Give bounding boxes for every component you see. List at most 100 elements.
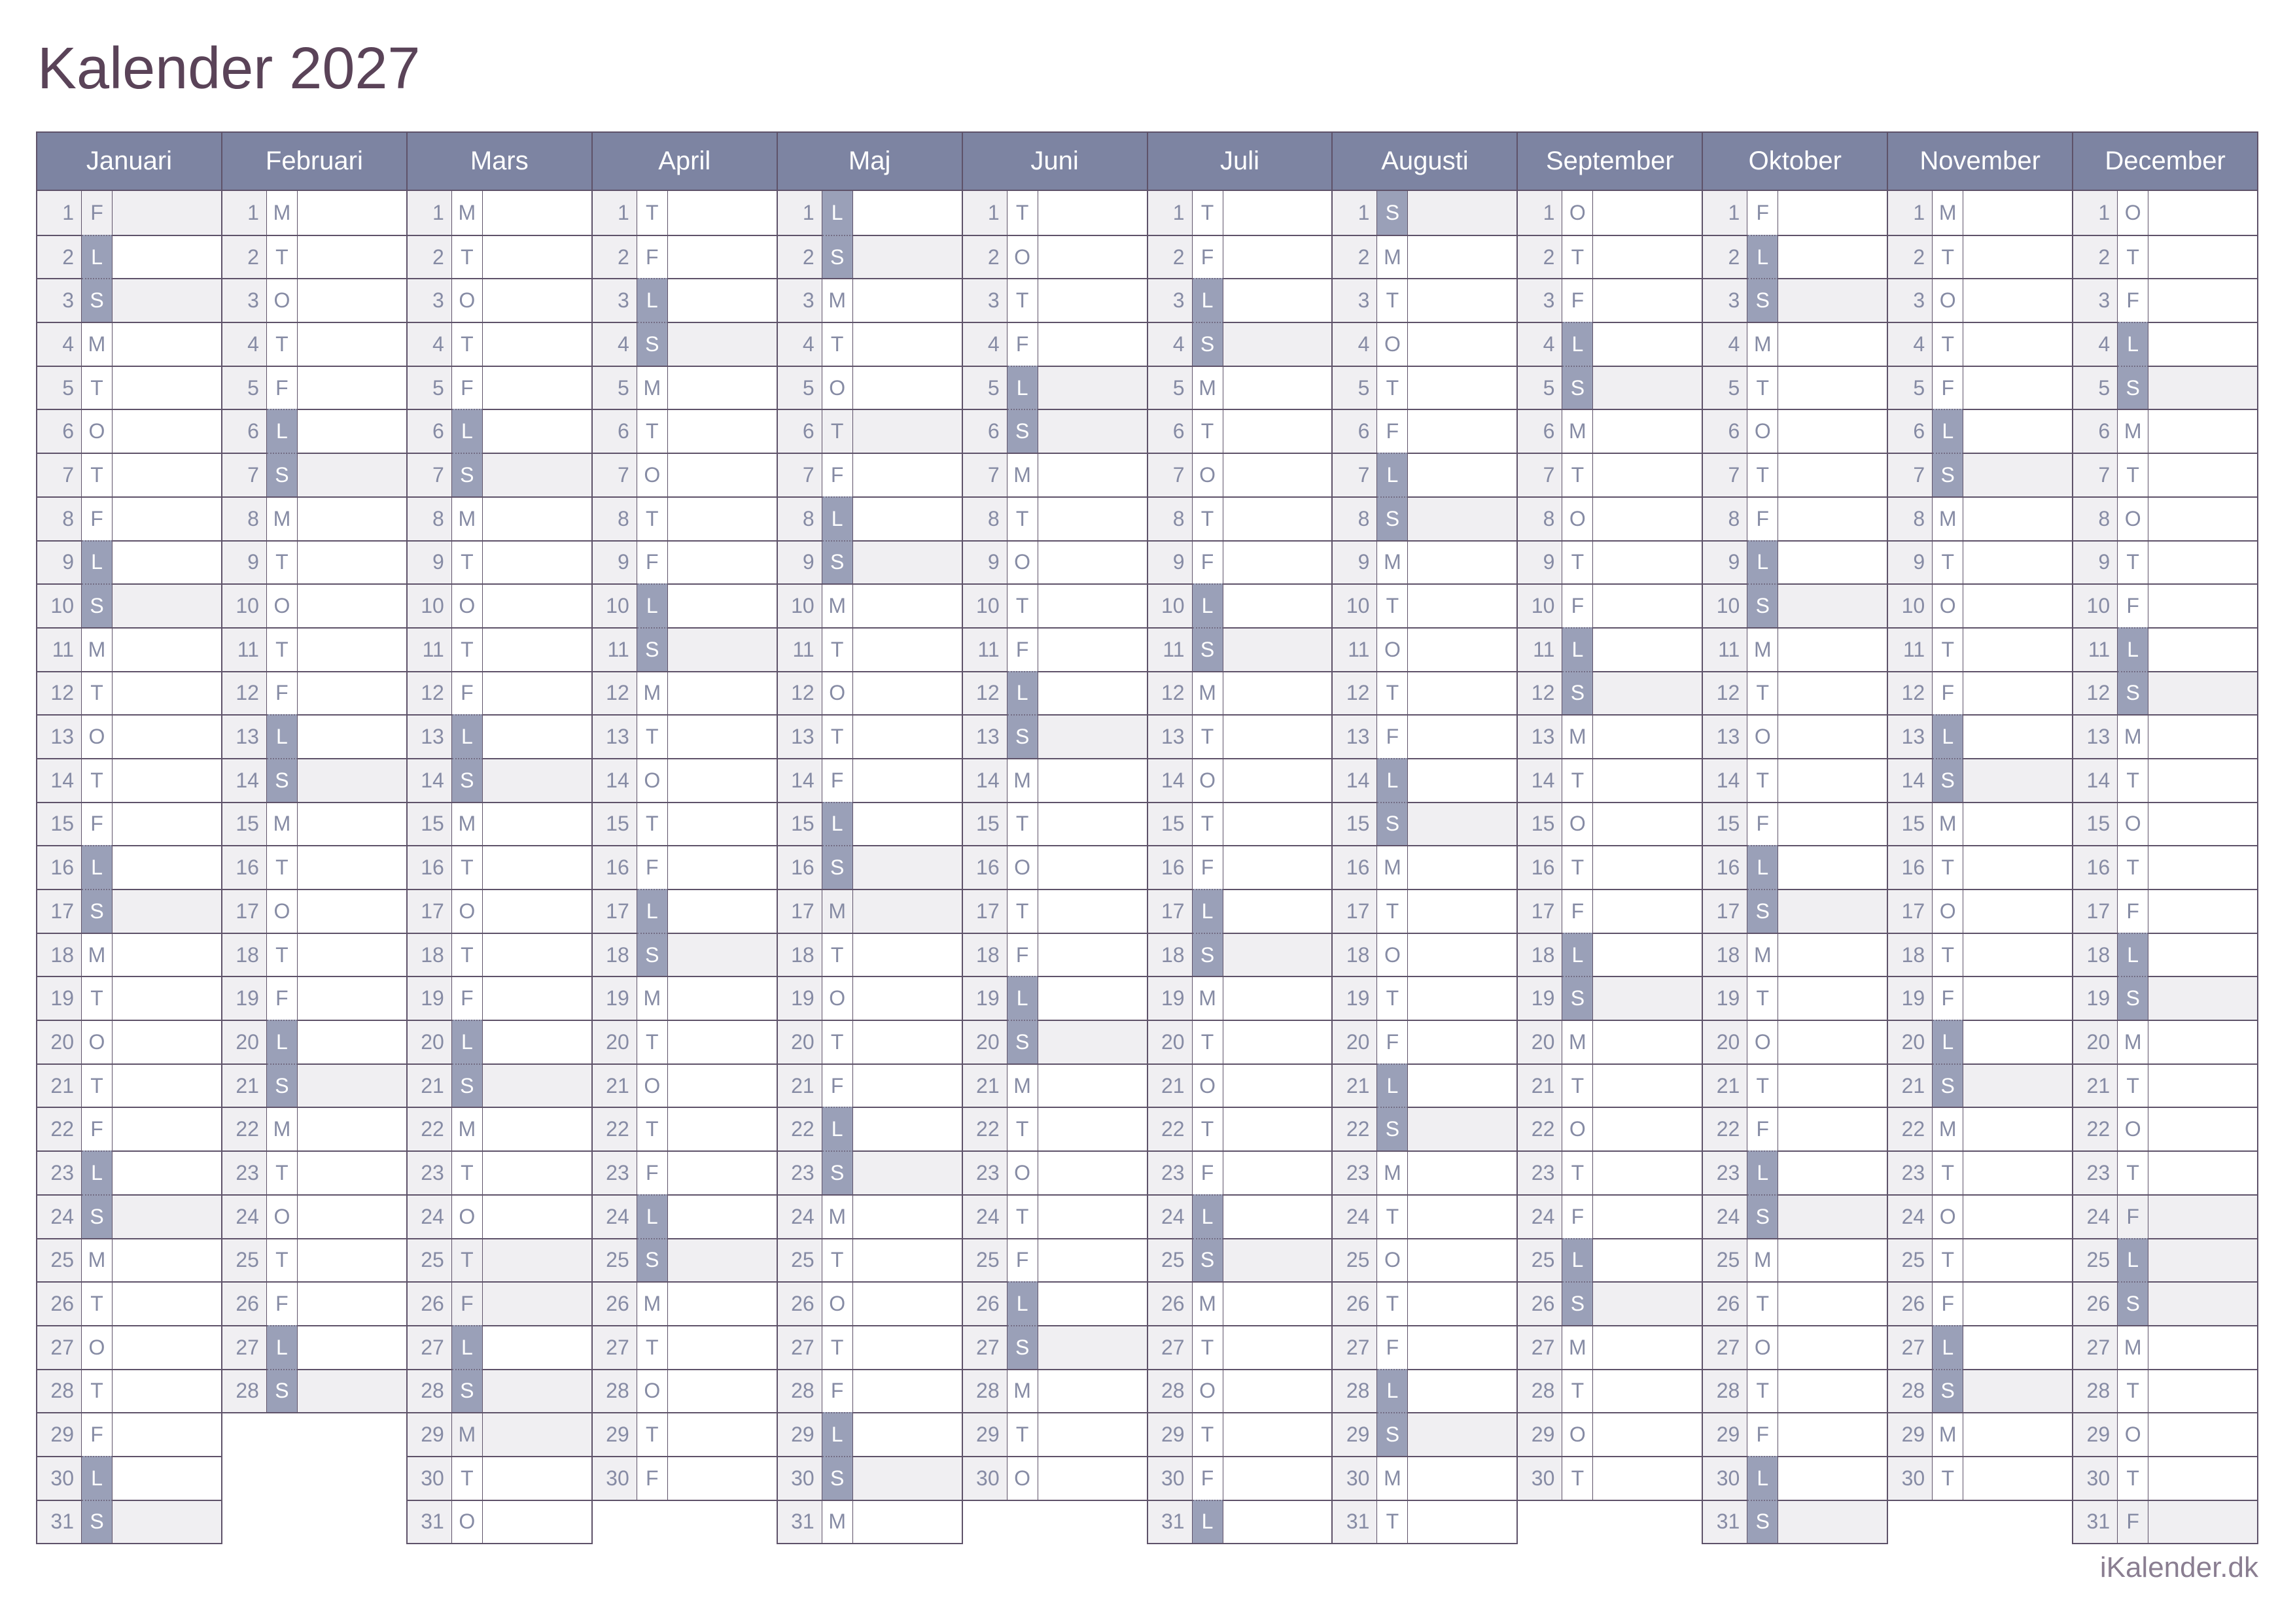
day-number: 4: [777, 323, 822, 366]
day-row: 27 L: [1888, 1324, 2073, 1369]
day-letter: L: [1377, 1063, 1409, 1107]
day-letter: T: [1933, 1457, 1964, 1500]
day-row: 14 T: [2073, 757, 2258, 802]
day-letter: T: [82, 1283, 113, 1325]
day-letter: L: [1747, 1150, 1779, 1194]
day-number: 25: [1148, 1239, 1193, 1282]
day-number: 7: [1148, 454, 1193, 496]
day-letter: T: [451, 1239, 483, 1282]
day-letter: O: [1007, 846, 1038, 889]
day-notes-area: [1593, 1108, 1702, 1151]
day-letter: T: [1747, 977, 1779, 1020]
day-number: 21: [1888, 1064, 1933, 1107]
day-letter: O: [1007, 1457, 1038, 1500]
day-number: 9: [592, 541, 637, 584]
day-letter: O: [1192, 454, 1223, 496]
day-notes-area: [1038, 1108, 1147, 1151]
day-letter: T: [1377, 279, 1409, 322]
day-number: 3: [1333, 279, 1378, 322]
day-row: 31 T: [1333, 1499, 1517, 1544]
day-letter: O: [1562, 1413, 1594, 1456]
day-notes-area: [482, 1064, 591, 1107]
day-row: 27 M: [2073, 1324, 2258, 1369]
day-letter: S: [2118, 976, 2149, 1020]
day-row: 18 O: [1333, 932, 1517, 976]
day-notes-area: [297, 890, 406, 933]
day-row: 18 L: [1518, 932, 1702, 976]
day-letter: O: [82, 410, 113, 453]
day-number: 30: [592, 1457, 637, 1500]
day-row: 16 F: [592, 845, 777, 889]
day-row: 18 M: [37, 932, 221, 976]
day-number: 12: [1888, 672, 1933, 715]
day-letter: M: [1562, 410, 1594, 453]
day-number: 20: [1333, 1021, 1378, 1063]
day-notes-area: [1223, 1108, 1332, 1151]
day-notes-area: [1408, 366, 1517, 409]
day-notes-area: [852, 803, 962, 846]
day-number: 19: [592, 977, 637, 1020]
day-letter: M: [2118, 1021, 2149, 1063]
day-number: 14: [222, 759, 267, 802]
day-row: 29 M: [1888, 1412, 2073, 1456]
day-letter: S: [1192, 1237, 1223, 1282]
day-letter: T: [2118, 1064, 2149, 1107]
day-number: 9: [962, 541, 1007, 584]
day-letter: O: [1007, 541, 1038, 584]
day-letter: T: [2118, 1152, 2149, 1194]
day-notes-area: [1408, 846, 1517, 889]
day-letter: M: [1562, 716, 1594, 758]
day-number: 12: [1148, 672, 1193, 715]
day-notes-area: [482, 366, 591, 409]
day-letter: T: [1192, 497, 1223, 540]
day-row: 23 F: [592, 1150, 777, 1194]
day-letter: T: [451, 323, 483, 366]
day-notes-area: [852, 1457, 962, 1500]
day-notes-area: [482, 191, 591, 235]
day-notes-area: [1963, 497, 2073, 540]
day-row: 17 F: [2073, 889, 2258, 933]
day-number: 1: [1148, 191, 1193, 235]
day-row: 14 T: [1518, 757, 1702, 802]
day-letter: T: [2118, 1457, 2149, 1500]
day-row: 21 L: [1333, 1063, 1517, 1107]
day-number: 3: [1703, 279, 1748, 322]
day-row: 19 O: [777, 976, 962, 1020]
day-number: 11: [962, 628, 1007, 671]
day-row: 22 T: [1148, 1107, 1332, 1151]
day-letter: S: [266, 1368, 298, 1413]
day-letter: T: [1747, 672, 1779, 715]
day-letter: M: [1747, 628, 1779, 671]
day-number: 14: [1518, 759, 1563, 802]
day-notes-area: [852, 497, 962, 540]
day-number: 11: [1518, 628, 1563, 671]
day-notes-area: [667, 497, 777, 540]
month-column-februari: Februari 1 M 2 T 3 O 4 T 5 F 6 L 7 S 8 M 9 T 10 O 11 T 12 F 13 L 14…: [220, 131, 408, 1414]
day-notes-area: [482, 846, 591, 889]
day-notes-area: [297, 1239, 406, 1282]
day-row: 20 T: [777, 1020, 962, 1063]
day-notes-area: [482, 585, 591, 627]
day-row: 28 L: [1333, 1368, 1517, 1413]
day-notes-area: [1778, 1021, 1887, 1063]
day-row: 11 T: [777, 627, 962, 671]
day-letter: O: [1933, 585, 1964, 627]
day-row: 15 F: [1703, 801, 1887, 846]
day-row: 21 F: [777, 1063, 962, 1107]
day-notes-area: [2148, 366, 2258, 409]
day-letter: L: [451, 1324, 483, 1369]
day-number: 14: [1148, 759, 1193, 802]
day-notes-area: [297, 1283, 406, 1325]
day-notes-area: [1223, 933, 1332, 976]
day-number: 22: [1888, 1108, 1933, 1151]
day-number: 24: [2073, 1195, 2118, 1238]
day-notes-area: [1593, 1413, 1702, 1456]
day-notes-area: [482, 541, 591, 584]
day-notes-area: [1408, 977, 1517, 1020]
